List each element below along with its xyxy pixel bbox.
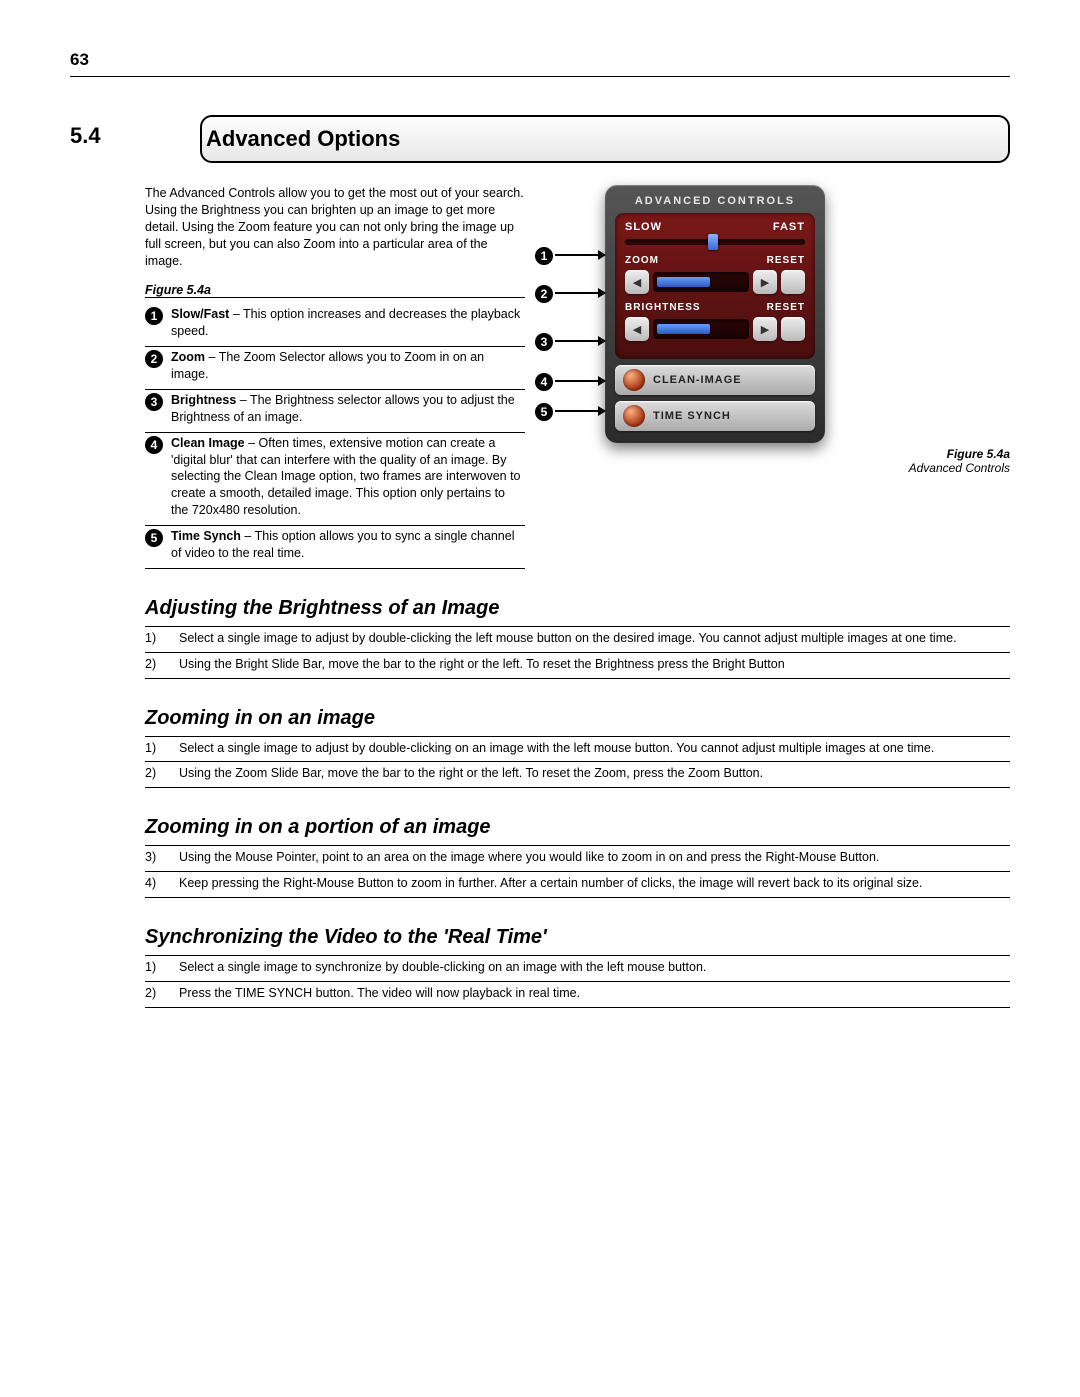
speed-slider[interactable]: [625, 239, 805, 245]
legend-row: 4 Clean Image – Often times, extensive mo…: [145, 433, 525, 526]
step-number: 2): [145, 656, 167, 673]
zoom-reset-button[interactable]: [781, 270, 805, 294]
step-row: 1) Select a single image to adjust by dou…: [145, 737, 1010, 763]
fast-label: FAST: [773, 221, 805, 233]
step-number: 1): [145, 630, 167, 647]
step-text: Select a single image to synchronize by …: [179, 959, 1010, 976]
steps-table: 1) Select a single image to synchronize b…: [145, 955, 1010, 1008]
callout-1: 1: [535, 247, 553, 265]
time-synch-icon: [623, 405, 645, 427]
clean-image-icon: [623, 369, 645, 391]
section-title: Advanced Options: [202, 126, 400, 152]
step-text: Using the Mouse Pointer, point to an are…: [179, 849, 1010, 866]
zoom-bar[interactable]: [653, 272, 749, 292]
legend-text: Time Synch – This option allows you to s…: [171, 528, 525, 562]
slow-label: SLOW: [625, 221, 662, 233]
step-number: 4): [145, 875, 167, 892]
legend-badge: 2: [145, 350, 163, 368]
step-text: Using the Bright Slide Bar, move the bar…: [179, 656, 1010, 673]
legend-text: Clean Image – Often times, extensive mot…: [171, 435, 525, 519]
manual-page: 63 5.4 Advanced Options The Advanced Con…: [0, 0, 1080, 1397]
subheading: Zooming in on an image: [145, 707, 1010, 730]
step-number: 1): [145, 740, 167, 757]
step-number: 2): [145, 985, 167, 1002]
step-number: 2): [145, 765, 167, 782]
figure-caption-bold: Figure 5.4a: [535, 447, 1010, 461]
top-rule: [70, 76, 1010, 77]
step-row: 4) Keep pressing the Right-Mouse Button t…: [145, 872, 1010, 897]
callout-column: 1 2 3 4 5: [535, 185, 605, 439]
legend-badge: 3: [145, 393, 163, 411]
callout-4: 4: [535, 373, 553, 391]
clean-image-label: CLEAN-IMAGE: [653, 374, 742, 386]
legend-badge: 4: [145, 436, 163, 454]
steps-table: 3) Using the Mouse Pointer, point to an a…: [145, 845, 1010, 898]
zoom-reset-label: RESET: [767, 255, 805, 266]
step-row: 2) Using the Zoom Slide Bar, move the bar…: [145, 762, 1010, 787]
step-text: Using the Zoom Slide Bar, move the bar t…: [179, 765, 1010, 782]
callout-2: 2: [535, 285, 553, 303]
step-text: Select a single image to adjust by doubl…: [179, 740, 1010, 757]
figure-caption-sub: Advanced Controls: [909, 461, 1010, 475]
legend-row: 3 Brightness – The Brightness selector al…: [145, 390, 525, 433]
page-number: 63: [70, 50, 1010, 70]
step-text: Press the TIME SYNCH button. The video w…: [179, 985, 1010, 1002]
section-title-bar: Advanced Options: [200, 115, 1010, 163]
step-row: 2) Using the Bright Slide Bar, move the b…: [145, 653, 1010, 678]
legend-badge: 1: [145, 307, 163, 325]
subheading: Zooming in on a portion of an image: [145, 816, 1010, 839]
step-row: 1) Select a single image to adjust by dou…: [145, 627, 1010, 653]
legend-list: 1 Slow/Fast – This option increases and d…: [145, 304, 525, 568]
speed-slider-thumb[interactable]: [708, 234, 718, 250]
legend-text: Brightness – The Brightness selector all…: [171, 392, 525, 426]
step-row: 1) Select a single image to synchronize b…: [145, 956, 1010, 982]
subheading: Adjusting the Brightness of an Image: [145, 597, 1010, 620]
step-number: 1): [145, 959, 167, 976]
subheading: Synchronizing the Video to the 'Real Tim…: [145, 926, 1010, 949]
advanced-controls-panel: ADVANCED CONTROLS SLOW FAST ZOOM RESET: [605, 185, 825, 443]
intro-paragraph: The Advanced Controls allow you to get t…: [145, 185, 525, 269]
section-heading-row: 5.4 Advanced Options: [70, 115, 1010, 185]
time-synch-button[interactable]: TIME SYNCH: [615, 401, 815, 431]
time-synch-label: TIME SYNCH: [653, 410, 731, 422]
clean-image-button[interactable]: CLEAN-IMAGE: [615, 365, 815, 395]
step-row: 3) Using the Mouse Pointer, point to an a…: [145, 846, 1010, 872]
section-number: 5.4: [70, 115, 145, 185]
step-row: 2) Press the TIME SYNCH button. The video…: [145, 982, 1010, 1007]
brightness-left-button[interactable]: ◀: [625, 317, 649, 341]
brightness-reset-button[interactable]: [781, 317, 805, 341]
panel-title: ADVANCED CONTROLS: [615, 195, 815, 207]
figure-box: 1 2 3 4 5 ADVANCED CONTROLS SLOW FAST: [535, 185, 1010, 569]
step-text: Keep pressing the Right-Mouse Button to …: [179, 875, 1010, 892]
zoom-left-button[interactable]: ◀: [625, 270, 649, 294]
steps-table: 1) Select a single image to adjust by dou…: [145, 736, 1010, 789]
callout-3: 3: [535, 333, 553, 351]
legend-text: Slow/Fast – This option increases and de…: [171, 306, 525, 340]
step-number: 3): [145, 849, 167, 866]
brightness-right-button[interactable]: ▶: [753, 317, 777, 341]
legend-text: Zoom – The Zoom Selector allows you to Z…: [171, 349, 525, 383]
legend-caption: Figure 5.4a: [145, 283, 525, 298]
legend-row: 5 Time Synch – This option allows you to …: [145, 526, 525, 569]
zoom-right-button[interactable]: ▶: [753, 270, 777, 294]
callout-5: 5: [535, 403, 553, 421]
figure-caption: Figure 5.4a Advanced Controls: [535, 447, 1010, 475]
step-text: Select a single image to adjust by doubl…: [179, 630, 1010, 647]
legend-row: 1 Slow/Fast – This option increases and d…: [145, 304, 525, 347]
legend-row: 2 Zoom – The Zoom Selector allows you to …: [145, 347, 525, 390]
brightness-bar[interactable]: [653, 319, 749, 339]
legend-badge: 5: [145, 529, 163, 547]
zoom-label: ZOOM: [625, 255, 659, 266]
steps-table: 1) Select a single image to adjust by dou…: [145, 626, 1010, 679]
brightness-reset-label: RESET: [767, 302, 805, 313]
brightness-label: BRIGHTNESS: [625, 302, 701, 313]
